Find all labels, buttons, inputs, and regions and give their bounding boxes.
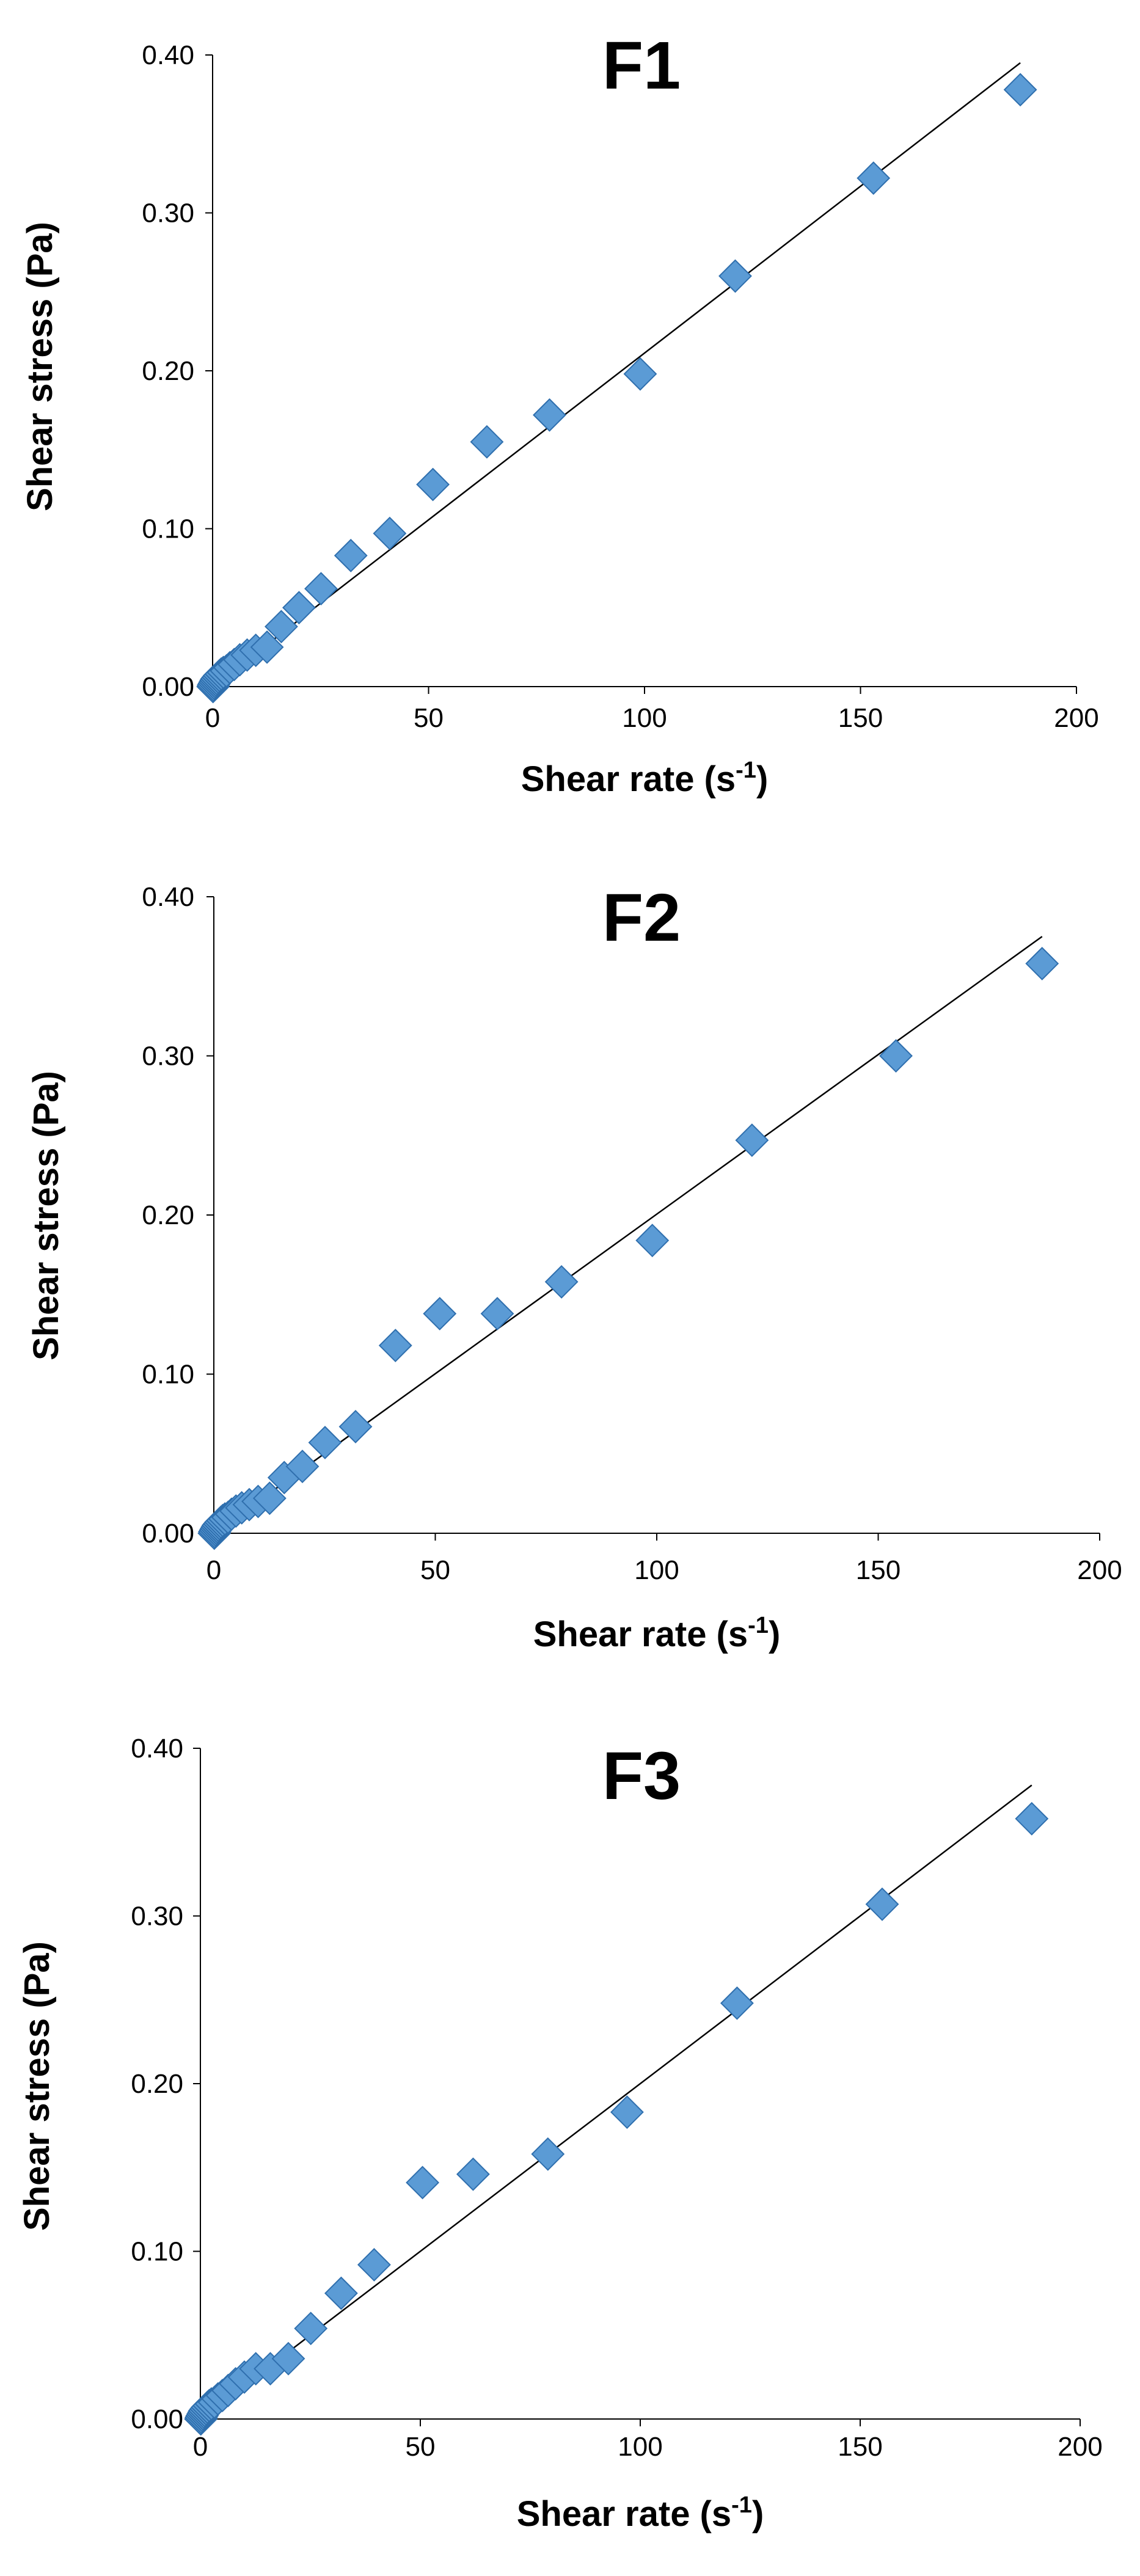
y-axis-title: Shear stress (Pa) (20, 222, 60, 511)
y-tick-label: 0.40 (131, 1734, 183, 1764)
data-point (1025, 946, 1059, 980)
x-tick-label: 150 (856, 1555, 901, 1585)
data-point (456, 2157, 490, 2191)
data-point (250, 630, 284, 664)
y-tick-label: 0.00 (142, 1519, 194, 1549)
data-point (1015, 1801, 1049, 1836)
y-tick-label: 0.40 (142, 882, 194, 912)
y-tick-label: 0.00 (142, 672, 194, 702)
data-point (378, 1329, 412, 1363)
data-point (334, 539, 368, 572)
x-axis-title: Shear rate (s-1) (521, 757, 769, 799)
y-tick-label: 0.40 (142, 40, 194, 70)
y-tick-label: 0.10 (142, 514, 194, 544)
data-point (544, 1264, 579, 1299)
x-axis-title: Shear rate (s-1) (517, 2492, 764, 2534)
trend-line (212, 62, 1021, 687)
x-axis-title: Shear rate (s-1) (533, 1613, 781, 1654)
y-tick-label: 0.30 (142, 1042, 194, 1071)
x-tick-label: 50 (420, 1555, 450, 1585)
data-point (635, 1224, 670, 1258)
data-point (324, 2276, 358, 2310)
data-point (857, 161, 891, 195)
data-point (304, 572, 338, 606)
data-point (373, 516, 407, 550)
data-point (720, 1986, 754, 2020)
x-tick-label: 200 (1054, 703, 1098, 733)
chart-panel-f3: 0.00 0.10 0.20 0.30 0.40 0 50 100 150 200 F3 Shear … (17, 1734, 1103, 2534)
data-point (623, 357, 657, 391)
x-tick-label: 150 (838, 2432, 882, 2462)
data-point (865, 1887, 899, 1921)
y-tick-label: 0.30 (131, 1902, 183, 1932)
x-tick-label: 100 (618, 2432, 662, 2462)
x-tick-label: 0 (205, 703, 220, 733)
chart-panel-f2: 0.00 0.10 0.20 0.30 0.40 0 50 100 150 200 F2 Shear … (26, 880, 1122, 1654)
data-point (718, 259, 752, 293)
x-tick-label: 50 (406, 2432, 436, 2462)
data-point (357, 2248, 391, 2282)
x-tick-label: 100 (622, 703, 667, 733)
data-point (294, 2311, 328, 2346)
chart-panel-f1: 0.00 0.10 0.20 0.30 0.40 0 50 100 150 200 F1 Shear … (20, 28, 1099, 799)
data-point (480, 1297, 514, 1330)
y-tick-label: 0.20 (131, 2069, 183, 2099)
x-tick-label: 100 (634, 1555, 679, 1585)
x-tick-label: 50 (414, 703, 444, 733)
trend-line (200, 1784, 1032, 2420)
x-tick-label: 200 (1058, 2432, 1102, 2462)
x-tick-label: 150 (838, 703, 883, 733)
data-point (533, 398, 566, 432)
data-point (271, 2341, 305, 2376)
y-axis-title: Shear stress (Pa) (17, 1941, 57, 2231)
y-axis-title: Shear stress (Pa) (26, 1071, 66, 1360)
data-point (406, 2166, 440, 2200)
data-point (531, 2137, 565, 2171)
data-point (735, 1123, 769, 1157)
y-tick-label: 0.00 (131, 2404, 183, 2434)
data-point (252, 1481, 287, 1516)
data-point (1003, 73, 1037, 107)
data-point (264, 610, 298, 644)
data-point (416, 467, 450, 502)
data-point (423, 1297, 457, 1330)
data-point (282, 591, 316, 625)
data-point (338, 1410, 373, 1443)
data-point (879, 1039, 913, 1073)
chart-title: F2 (602, 880, 681, 955)
x-tick-label: 200 (1077, 1555, 1122, 1585)
data-point (610, 2095, 644, 2129)
chart-title: F3 (602, 1739, 681, 1814)
data-point (308, 1426, 342, 1459)
y-tick-label: 0.20 (142, 1200, 194, 1230)
data-point (285, 1450, 320, 1484)
y-tick-label: 0.10 (131, 2237, 183, 2267)
chart-title: F1 (602, 28, 681, 103)
y-tick-label: 0.20 (142, 356, 194, 386)
y-tick-label: 0.10 (142, 1360, 194, 1390)
x-tick-label: 0 (206, 1555, 221, 1585)
data-point (470, 425, 504, 459)
x-tick-label: 0 (193, 2432, 208, 2462)
y-tick-label: 0.30 (142, 199, 194, 228)
